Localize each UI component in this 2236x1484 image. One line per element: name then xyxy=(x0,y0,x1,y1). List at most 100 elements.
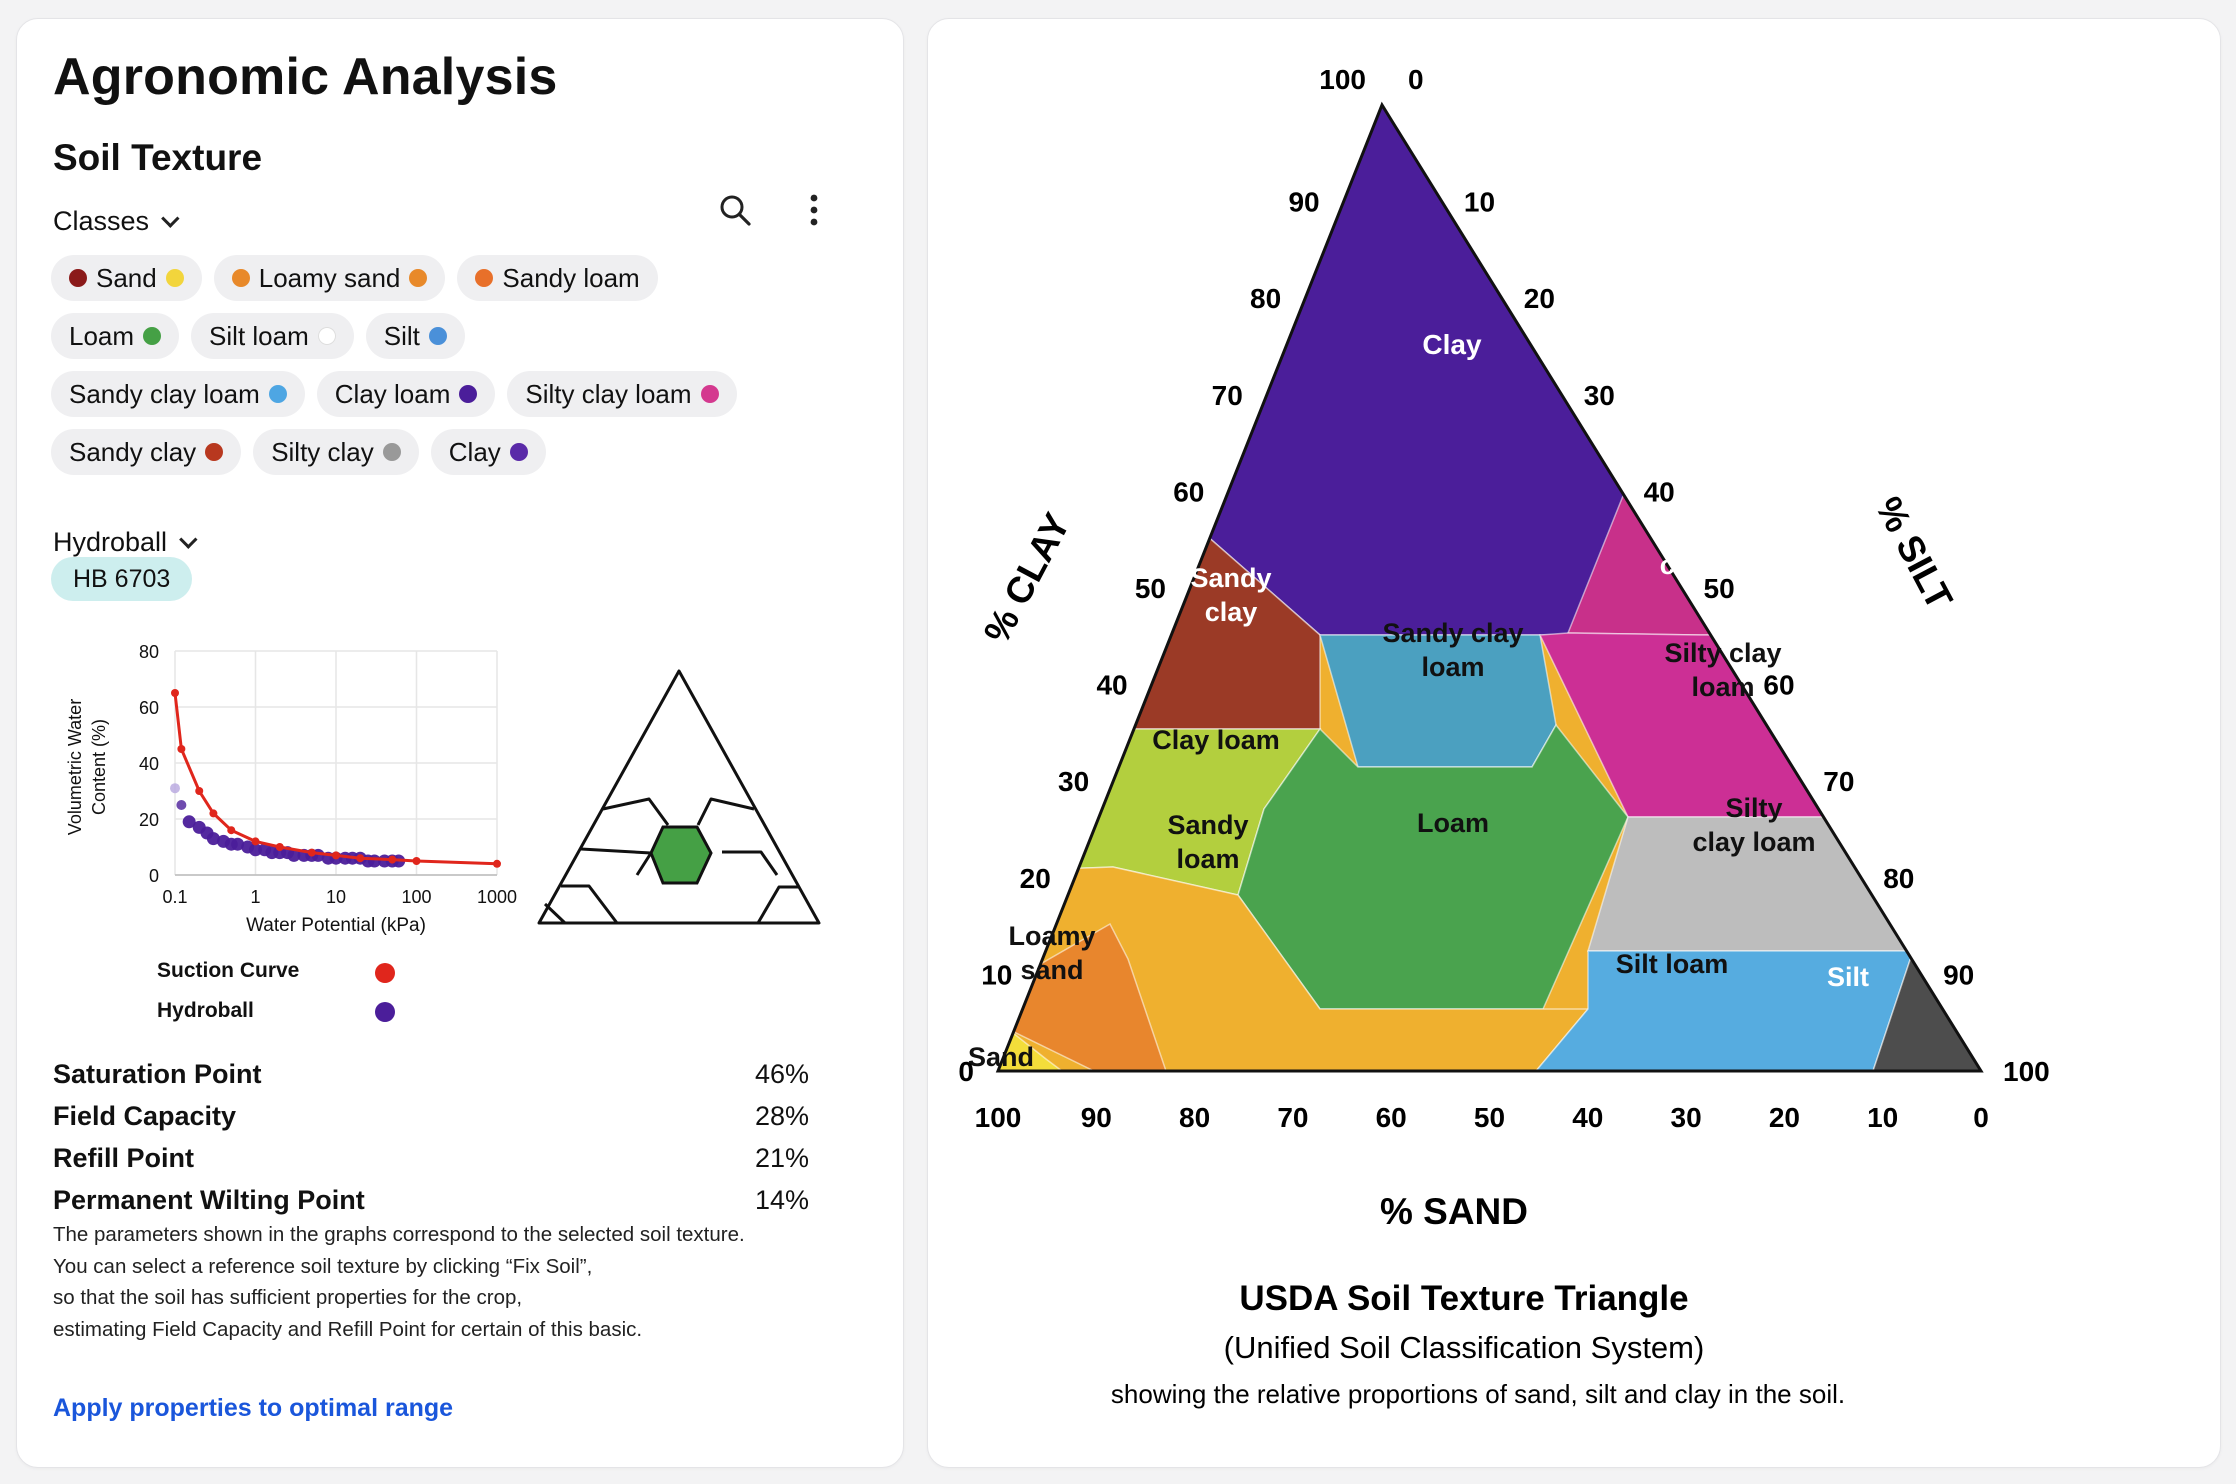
stat-label-field-capacity: Field Capacity xyxy=(53,1101,237,1131)
suction-curve-point xyxy=(209,809,218,818)
chip-row: Sandy clay Silty clay Clay xyxy=(51,429,891,475)
texture-region-label: loam xyxy=(1691,672,1754,702)
search-button[interactable] xyxy=(712,187,758,233)
suction-curve-point xyxy=(195,787,204,795)
silt-tick-label: 50 xyxy=(1704,573,1735,604)
sand-tick-label: 60 xyxy=(1376,1102,1407,1133)
clay-tick-label: 70 xyxy=(1212,380,1243,411)
class-color-dot xyxy=(475,269,494,287)
silt-tick-label: 10 xyxy=(1464,187,1495,218)
soil-class-chip[interactable]: Silty clay loam xyxy=(507,371,737,417)
clay-tick-label: 10 xyxy=(981,959,1012,990)
texture-region-label: sand xyxy=(1020,955,1083,985)
sand-tick-label: 10 xyxy=(1867,1102,1898,1133)
silt-tick-label: 80 xyxy=(1883,863,1914,894)
apply-optimal-range-link[interactable]: Apply properties to optimal range xyxy=(53,1394,454,1422)
soil-class-chip[interactable]: Silt xyxy=(365,313,465,359)
soil-class-chip-label: Sandy clay xyxy=(69,436,197,467)
stat-label-wilting-point: Permanent Wilting Point xyxy=(53,1185,365,1215)
texture-region-label: Clay xyxy=(1422,329,1482,360)
class-color-dot xyxy=(143,327,162,345)
sand-tick-label: 40 xyxy=(1572,1102,1603,1133)
class-color-dot xyxy=(409,269,428,287)
mini-triangle-boundary xyxy=(722,850,779,876)
class-color-dot xyxy=(69,269,87,287)
soil-class-chip-label: Silt loam xyxy=(209,320,309,351)
stat-value-wilting-point: 14% xyxy=(754,1185,809,1215)
y-axis-label: Content (%) xyxy=(89,719,109,815)
soil-class-chip-label: Sand xyxy=(96,262,157,293)
texture-triangle-panel: Clay Sandy clay Silty clay Sandy clay loam Silt… xyxy=(927,18,2221,1468)
class-color-dot xyxy=(205,443,224,461)
hydroball-chip[interactable]: HB 6703 xyxy=(51,557,193,601)
silt-tick-label: 100 xyxy=(2003,1056,2050,1087)
soil-class-chip[interactable]: Silt loam xyxy=(191,313,354,359)
clay-tick-label: 30 xyxy=(1058,766,1089,797)
triangle-subtitle: (Unified Soil Classification System) xyxy=(1224,1330,1705,1365)
legend-suction-dot xyxy=(375,963,395,988)
classes-dropdown[interactable]: Classes xyxy=(53,206,180,237)
chip-row: Loam Silt loam Silt xyxy=(51,313,891,359)
sand-tick-label: 90 xyxy=(1081,1102,1112,1133)
soil-class-chip[interactable]: Sand xyxy=(51,255,202,301)
soil-analysis-panel: Agronomic Analysis Soil Texture Classes … xyxy=(16,18,904,1468)
suction-curve-point xyxy=(251,837,260,846)
x-tick-label: 0.1 xyxy=(162,887,187,907)
suction-curve-point xyxy=(275,843,284,851)
soil-class-chip-label: Silt xyxy=(383,320,420,351)
class-color-dot xyxy=(700,385,719,403)
soil-class-chip[interactable]: Sandy clay loam xyxy=(51,371,305,417)
soil-class-chip[interactable]: Sandy loam xyxy=(457,255,658,301)
y-axis-label: Volumetric Water xyxy=(65,699,85,835)
x-tick-label: 1 xyxy=(250,887,260,907)
more-options-button[interactable] xyxy=(791,187,837,233)
soil-class-chip[interactable]: Loam xyxy=(51,313,180,359)
suction-curve-point xyxy=(493,859,501,868)
soil-class-chip[interactable]: Clay loam xyxy=(316,371,496,417)
x-axis-label: Water Potential (kPa) xyxy=(246,915,426,936)
sand-tick-label: 30 xyxy=(1671,1102,1702,1133)
legend-suction-label: Suction Curve xyxy=(157,959,300,982)
classes-dropdown-label: Classes xyxy=(53,206,150,236)
clay-tick-label: 90 xyxy=(1288,187,1319,218)
mini-triangle-boundary xyxy=(580,847,653,876)
class-color-dot xyxy=(428,327,447,345)
texture-region-label: clay xyxy=(1660,550,1713,580)
sand-tick-label: 80 xyxy=(1179,1102,1210,1133)
page-title: Agronomic Analysis xyxy=(53,48,558,106)
legend-hydroball-label: Hydroball xyxy=(157,999,254,1022)
stat-label-saturation: Saturation Point xyxy=(53,1059,262,1089)
texture-region-silt-loam[interactable] xyxy=(1534,950,1915,1071)
texture-region-label: Silt loam xyxy=(1616,949,1729,979)
y-tick-label: 80 xyxy=(139,642,159,662)
mini-triangle-boundary xyxy=(561,884,619,924)
soil-class-chip-label: Sandy loam xyxy=(502,262,640,293)
more-vertical-icon xyxy=(810,194,818,226)
suction-curve-point xyxy=(177,745,186,753)
sand-tick-label: 70 xyxy=(1277,1102,1308,1133)
clay-tick-label: 50 xyxy=(1135,573,1166,604)
texture-region-label: loam xyxy=(1421,652,1484,682)
soil-class-chip[interactable]: Silty clay xyxy=(253,429,419,475)
texture-region-label: loam xyxy=(1176,844,1239,874)
soil-class-chip[interactable]: Loamy sand xyxy=(213,255,446,301)
mini-triangle-boundary xyxy=(602,797,670,826)
soil-class-chip-label: Silty clay loam xyxy=(525,378,692,409)
chip-row: Sandy clay loam Clay loam Silty clay loam xyxy=(51,371,891,417)
hydroball-point xyxy=(287,848,301,862)
soil-class-chip[interactable]: Clay xyxy=(430,429,546,475)
suction-curve-point xyxy=(227,826,236,835)
class-color-dot xyxy=(459,385,478,403)
hydroball-point xyxy=(231,837,245,851)
hydroball-dropdown[interactable]: Hydroball xyxy=(53,527,198,558)
chip-row: Sand Loamy sand Sandy loam xyxy=(51,255,891,301)
clay-tick-label: 100 xyxy=(1319,64,1366,95)
soil-class-chip-label: Loamy sand xyxy=(258,262,401,293)
x-tick-label: 10 xyxy=(326,887,346,907)
soil-class-chip[interactable]: Sandy clay xyxy=(51,429,242,475)
soil-class-chip-label: Loam xyxy=(69,320,135,351)
section-title: Soil Texture xyxy=(53,137,263,178)
silt-tick-label: 0 xyxy=(1408,64,1424,95)
soil-class-chip-label: Sandy clay loam xyxy=(69,378,260,409)
axis-label-silt: % SILT xyxy=(1868,490,1961,616)
